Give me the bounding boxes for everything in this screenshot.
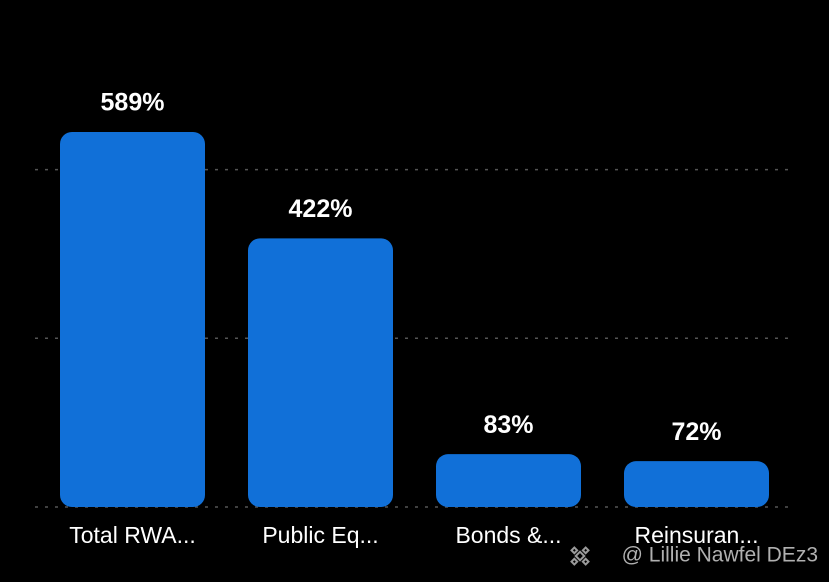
bar [624, 461, 769, 507]
bar [436, 454, 581, 507]
value-label: 422% [289, 195, 353, 223]
bar [248, 238, 393, 507]
x-tick-label: Public Eq... [262, 522, 378, 548]
bar [60, 132, 205, 507]
watermark: @ Lillie Nawfel DEz3 [622, 544, 818, 567]
value-label: 589% [101, 89, 165, 117]
value-label: 72% [671, 418, 721, 446]
x-tick-label: Bonds &... [455, 522, 561, 548]
watermark-icon [570, 546, 590, 566]
x-tick-label: Reinsuran... [634, 522, 758, 548]
x-tick-label: Total RWA... [69, 522, 196, 548]
value-label: 83% [483, 411, 533, 439]
